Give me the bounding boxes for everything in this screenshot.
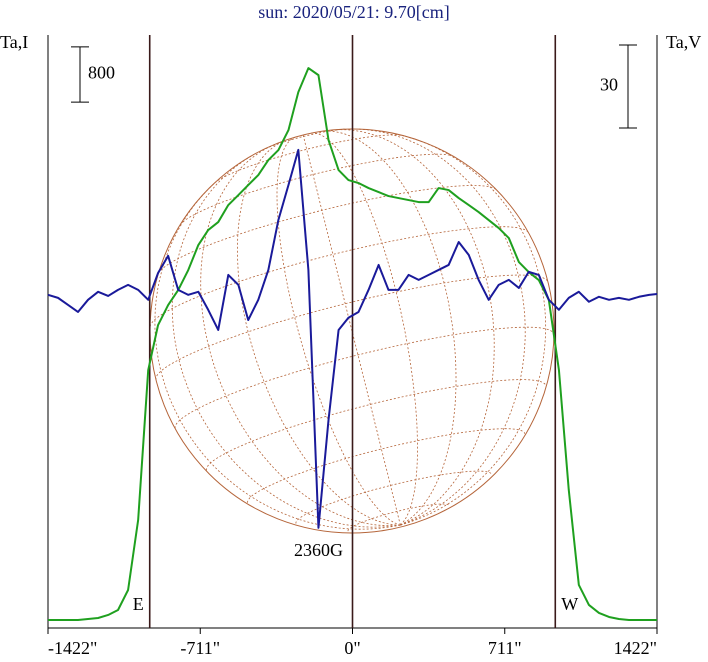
parallel bbox=[149, 226, 529, 327]
x-tick-label: 0" bbox=[344, 638, 360, 658]
x-tick-label: -711" bbox=[180, 638, 220, 658]
series-line bbox=[47, 148, 658, 529]
parallel bbox=[247, 428, 526, 503]
x-tick-label: -1422" bbox=[48, 638, 97, 658]
scale-bar-label: 30 bbox=[600, 75, 618, 95]
marker-label: W bbox=[561, 594, 578, 614]
meridian bbox=[200, 143, 401, 526]
meridian bbox=[171, 154, 401, 528]
meridian bbox=[332, 129, 495, 526]
x-tick-label: 711" bbox=[488, 638, 522, 658]
series-line bbox=[48, 67, 657, 621]
meridian bbox=[400, 135, 547, 526]
meridian bbox=[276, 136, 401, 526]
y2-axis-label: Ta,V bbox=[666, 32, 701, 52]
annotation: 2360G bbox=[294, 540, 343, 560]
parallel bbox=[214, 134, 404, 184]
chart-title: sun: 2020/05/21: 9.70[cm] bbox=[258, 2, 450, 22]
meridian bbox=[311, 132, 418, 526]
meridian bbox=[302, 134, 401, 526]
parallel bbox=[205, 379, 547, 471]
parallel bbox=[261, 128, 347, 151]
meridian bbox=[154, 182, 401, 530]
scale-bar-label: 800 bbox=[88, 63, 115, 83]
parallel bbox=[174, 326, 555, 429]
marker-label: E bbox=[133, 594, 144, 614]
parallel bbox=[158, 185, 497, 274]
parallel bbox=[295, 470, 493, 524]
parallel bbox=[347, 503, 450, 532]
y-axis-label: Ta,I bbox=[0, 32, 28, 52]
x-tick-label: 1422" bbox=[614, 638, 657, 658]
meridian bbox=[357, 128, 526, 526]
